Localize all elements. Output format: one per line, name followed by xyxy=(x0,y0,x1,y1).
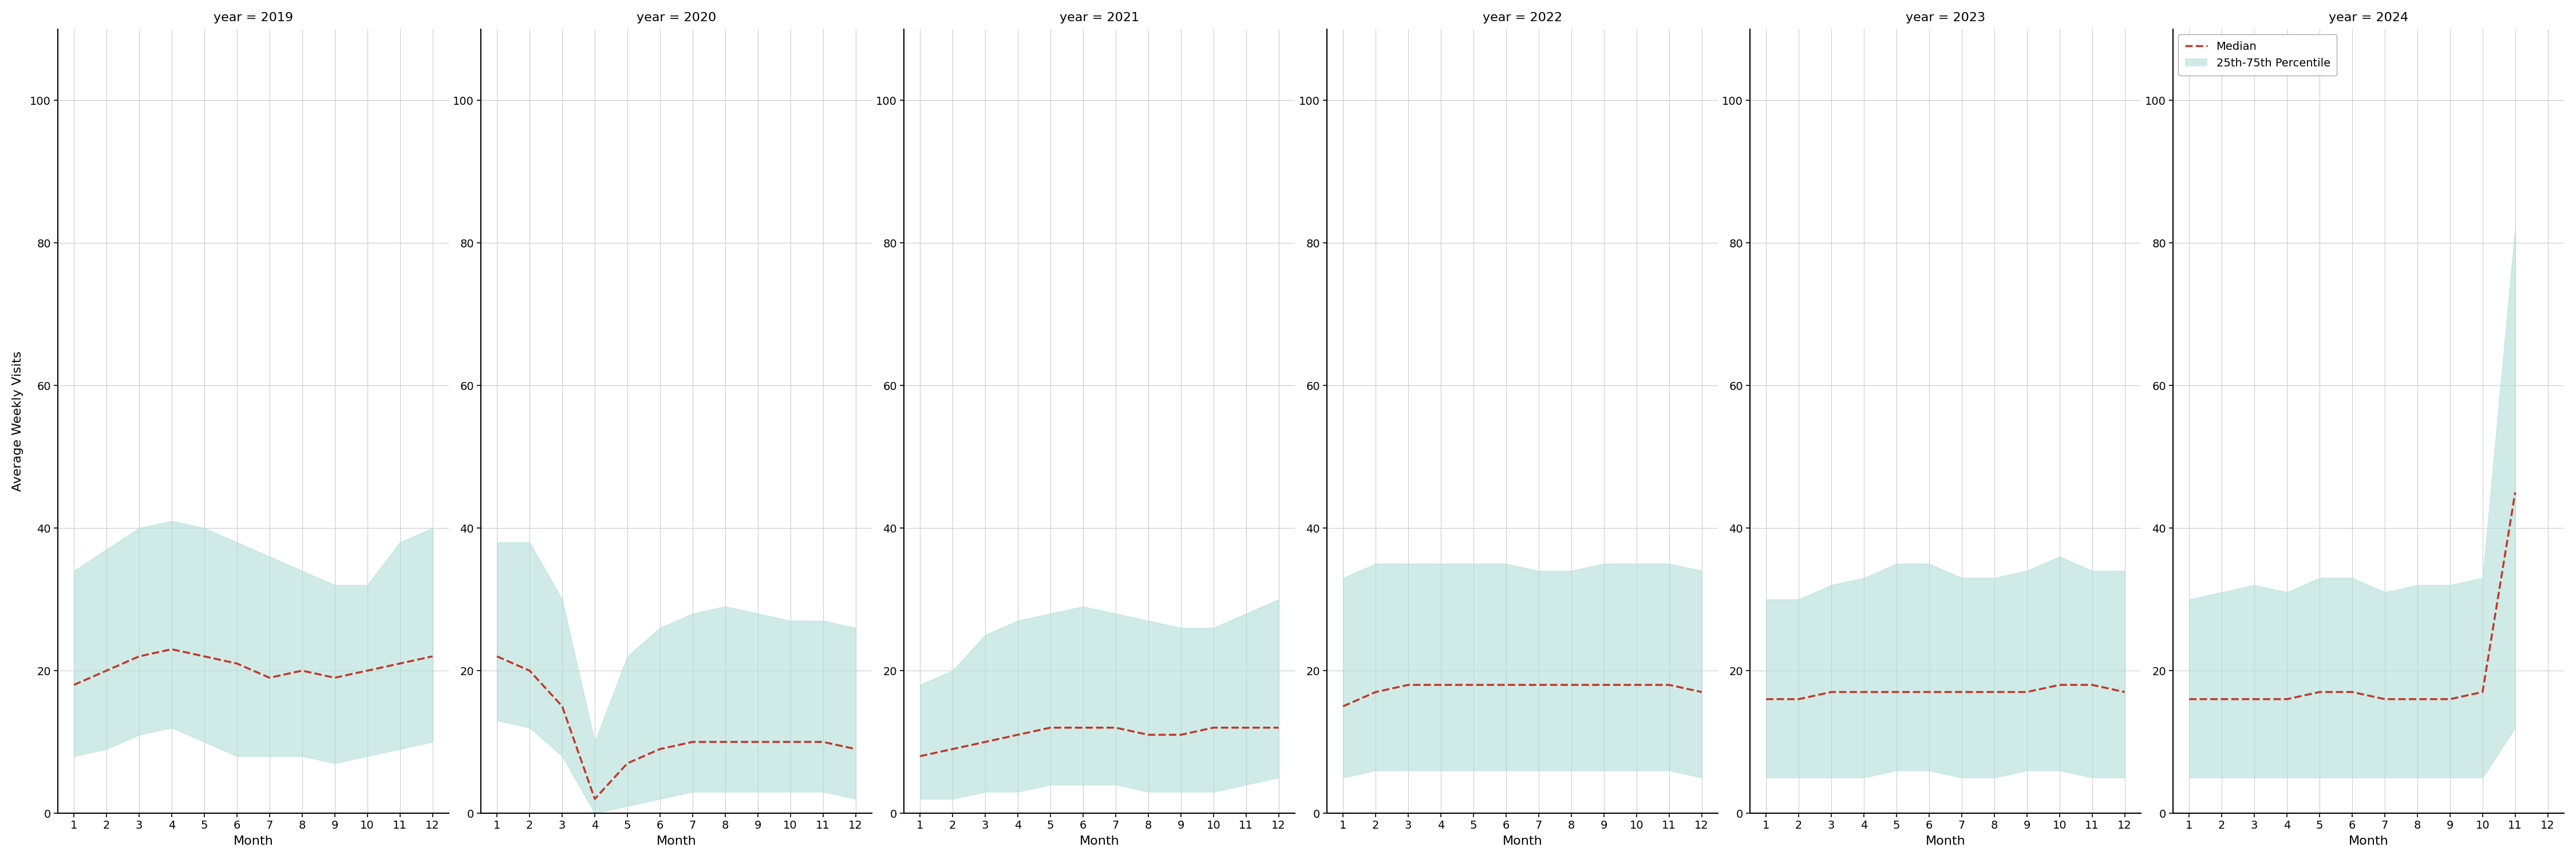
Title: year = 2020: year = 2020 xyxy=(636,12,716,23)
Median xyxy=(90,666,121,676)
Median xyxy=(1198,722,1229,733)
Median xyxy=(969,737,999,747)
Title: year = 2022: year = 2022 xyxy=(1484,12,1561,23)
X-axis label: Month: Month xyxy=(2349,836,2388,847)
X-axis label: Month: Month xyxy=(234,836,273,847)
Median xyxy=(613,758,644,769)
Median xyxy=(1231,722,1262,733)
Median xyxy=(1654,679,1685,690)
Median xyxy=(222,658,252,668)
Line: Median: Median xyxy=(75,649,433,685)
Median xyxy=(1556,679,1587,690)
Median xyxy=(2401,694,2432,704)
Median xyxy=(1947,687,1978,698)
Median xyxy=(1036,722,1066,733)
Median xyxy=(1522,679,1553,690)
X-axis label: Month: Month xyxy=(1924,836,1965,847)
Median xyxy=(2272,694,2303,704)
Median xyxy=(188,651,219,661)
Median xyxy=(2499,487,2530,497)
Median xyxy=(2045,679,2076,690)
X-axis label: Month: Month xyxy=(1079,836,1121,847)
Median xyxy=(806,737,837,747)
Median xyxy=(417,651,448,661)
Median xyxy=(255,673,286,683)
Median xyxy=(1589,679,1620,690)
Median xyxy=(1458,679,1489,690)
Median xyxy=(2239,694,2269,704)
Legend: Median, 25th-75th Percentile: Median, 25th-75th Percentile xyxy=(2179,34,2336,76)
Line: Median: Median xyxy=(2190,492,2514,699)
Median xyxy=(2434,694,2465,704)
Median xyxy=(904,751,935,761)
Median xyxy=(677,737,708,747)
Median xyxy=(711,737,742,747)
Median xyxy=(1394,679,1425,690)
Median xyxy=(319,673,350,683)
Median xyxy=(742,737,773,747)
Median xyxy=(157,644,188,655)
X-axis label: Month: Month xyxy=(1502,836,1543,847)
Title: year = 2021: year = 2021 xyxy=(1059,12,1139,23)
Median xyxy=(1850,687,1880,698)
Median xyxy=(1978,687,2009,698)
Title: year = 2024: year = 2024 xyxy=(2329,12,2409,23)
Y-axis label: Average Weekly Visits: Average Weekly Visits xyxy=(13,351,23,491)
Median xyxy=(1327,701,1358,711)
Median xyxy=(515,666,546,676)
Median xyxy=(1783,694,1814,704)
Median xyxy=(2174,694,2205,704)
Median xyxy=(2076,679,2107,690)
Median xyxy=(644,744,675,754)
Median xyxy=(840,744,871,754)
Median xyxy=(1164,729,1195,740)
Median xyxy=(2336,687,2367,698)
Median xyxy=(2205,694,2236,704)
Median xyxy=(1262,722,1293,733)
Median xyxy=(1914,687,1945,698)
Median xyxy=(1133,729,1164,740)
Median xyxy=(59,679,90,690)
Median xyxy=(2303,687,2334,698)
Median xyxy=(1100,722,1131,733)
Line: Median: Median xyxy=(920,728,1278,756)
Median xyxy=(546,701,577,711)
Median xyxy=(1492,679,1522,690)
Title: year = 2023: year = 2023 xyxy=(1906,12,1986,23)
Median xyxy=(384,658,415,668)
Median xyxy=(482,651,513,661)
Median xyxy=(1880,687,1911,698)
Median xyxy=(1687,687,1718,698)
Median xyxy=(1752,694,1783,704)
X-axis label: Month: Month xyxy=(657,836,696,847)
Median xyxy=(353,666,384,676)
Median xyxy=(286,666,317,676)
Median xyxy=(775,737,806,747)
Median xyxy=(938,744,969,754)
Line: Median: Median xyxy=(497,656,855,799)
Median xyxy=(2370,694,2401,704)
Median xyxy=(2110,687,2141,698)
Line: Median: Median xyxy=(1342,685,1703,706)
Median xyxy=(1002,729,1033,740)
Median xyxy=(1360,687,1391,698)
Median xyxy=(1816,687,1847,698)
Median xyxy=(1425,679,1455,690)
Title: year = 2019: year = 2019 xyxy=(214,12,294,23)
Median xyxy=(1066,722,1097,733)
Median xyxy=(124,651,155,661)
Median xyxy=(580,794,611,804)
Median xyxy=(1620,679,1651,690)
Median xyxy=(2012,687,2043,698)
Median xyxy=(2468,687,2499,698)
Line: Median: Median xyxy=(1767,685,2125,699)
